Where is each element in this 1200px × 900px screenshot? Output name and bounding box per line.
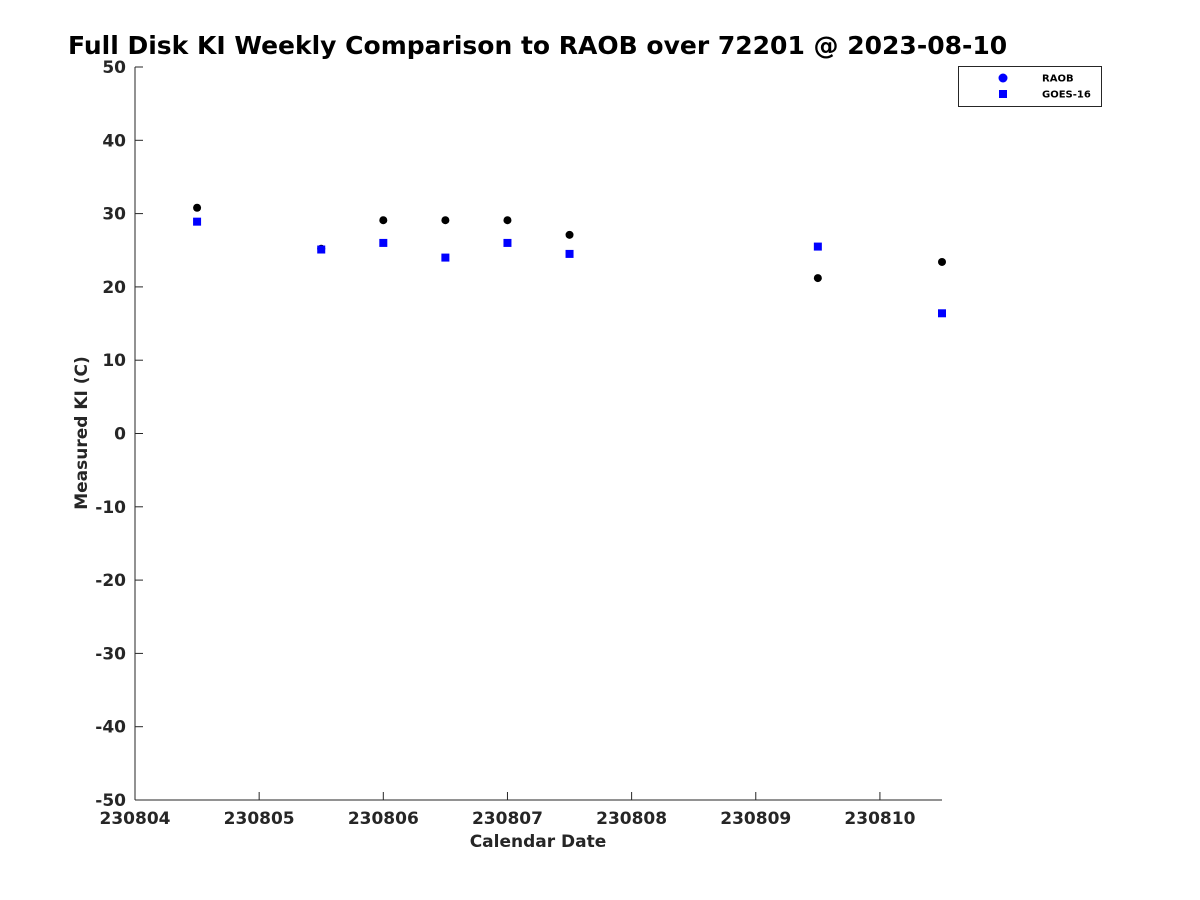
point-goes-16	[938, 309, 946, 318]
y-tick-label: -40	[95, 718, 126, 738]
axes	[134, 67, 942, 801]
point-raob	[813, 274, 822, 283]
y-tick-label: -50	[95, 791, 126, 811]
x-tick-label: 230809	[720, 809, 791, 829]
point-goes-16	[813, 242, 822, 251]
legend-marker-raob	[998, 73, 1008, 83]
x-tick-label: 230810	[844, 809, 915, 829]
chart-title: Full Disk KI Weekly Comparison to RAOB o…	[68, 31, 1007, 60]
point-goes-16	[193, 217, 202, 226]
x-tick-label: 230806	[348, 809, 419, 829]
point-raob	[379, 216, 388, 225]
x-tick-label: 230807	[472, 809, 543, 829]
point-raob	[503, 216, 512, 225]
y-tick-label: 0	[114, 425, 126, 445]
legend-marker-goes-16	[999, 90, 1007, 98]
point-raob	[938, 257, 946, 266]
y-tick-label: -20	[95, 571, 126, 591]
point-goes-16	[317, 245, 326, 254]
point-goes-16	[503, 238, 512, 247]
y-tick-label: 40	[102, 131, 126, 151]
y-tick-label: 30	[102, 205, 126, 225]
point-goes-16	[379, 238, 388, 247]
legend: RAOB GOES-16	[958, 66, 1102, 107]
point-raob	[441, 216, 450, 225]
data-points	[193, 203, 946, 318]
legend-label-goes-16: GOES-16	[1042, 90, 1091, 101]
x-tick-label: 230804	[100, 809, 171, 829]
y-tick-label: -10	[95, 498, 126, 518]
y-ticks: 50 40 30 20 10 0 -10 -20 -30 -40 -50	[95, 58, 143, 811]
point-goes-16	[565, 249, 574, 258]
x-tick-label: 230805	[224, 809, 295, 829]
x-tick-label: 230808	[596, 809, 667, 829]
y-tick-label: 50	[102, 58, 126, 78]
y-axis-label: Measured KI (C)	[72, 356, 92, 510]
y-tick-label: 20	[102, 278, 126, 298]
y-tick-label: -30	[95, 644, 126, 664]
point-raob	[565, 230, 574, 239]
point-raob	[193, 203, 202, 212]
x-axis-label: Calendar Date	[470, 832, 607, 852]
legend-box	[958, 66, 1102, 107]
y-tick-label: 10	[102, 351, 126, 371]
x-ticks: 230804 230805 230806 230807 230808 230809 2308…	[100, 792, 916, 829]
point-goes-16	[441, 253, 450, 262]
legend-label-raob: RAOB	[1042, 74, 1074, 85]
